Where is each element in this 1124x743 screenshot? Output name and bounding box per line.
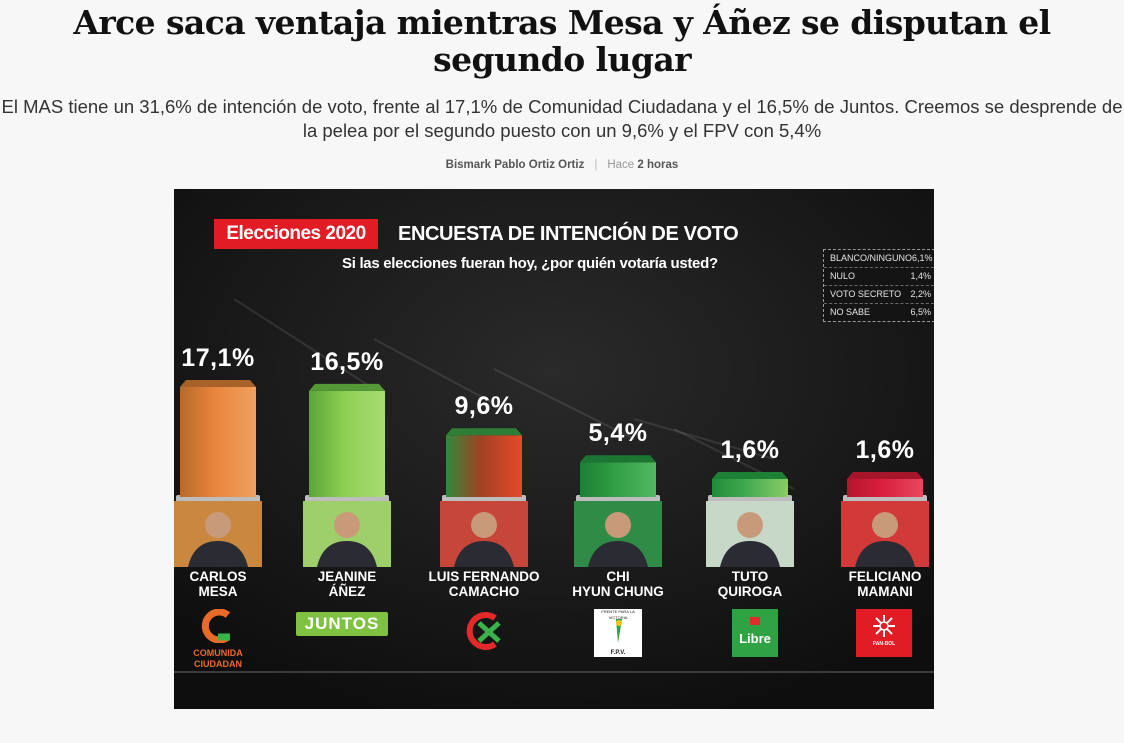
other-response-label: VOTO SECRETO <box>830 289 902 299</box>
light-ray <box>373 338 505 410</box>
other-response-row: NO SABE 6,5% <box>824 303 934 321</box>
bar-4 <box>712 479 788 497</box>
candidate-name: CHI HYUN CHUNG <box>553 569 683 599</box>
other-response-value: 2,2% <box>910 289 931 299</box>
party-name: PAN-BOL <box>872 641 896 647</box>
bar-top-5 <box>847 472 923 479</box>
bar-1 <box>309 390 385 497</box>
candidate-name-line: CARLOS <box>189 569 247 584</box>
other-response-label: NO SABE <box>830 307 871 317</box>
bar-value-label: 16,5% <box>310 347 384 376</box>
bar-top-3 <box>580 455 656 463</box>
candidate-name: LUIS FERNANDO CAMACHO <box>419 569 549 599</box>
candidate-photo <box>303 501 391 567</box>
bar-3 <box>580 462 656 497</box>
candidate-name-line: ÁÑEZ <box>328 584 366 599</box>
time-prefix: Hace <box>607 159 635 171</box>
candidate-name-line: CAMACHO <box>448 584 520 599</box>
bar-value-label: 17,1% <box>181 344 255 372</box>
party-abbr: F.P.V. <box>610 650 626 656</box>
other-response-value: 1,4% <box>910 271 931 281</box>
other-response-row: NULO 1,4% <box>824 267 934 285</box>
candidate-name: TUTO QUIROGA <box>685 569 815 599</box>
article-lede: El MAS tiene un 31,6% de intención de vo… <box>1 96 1123 141</box>
poll-infographic: Elecciones 2020 ENCUESTA DE INTENCIÓN DE… <box>174 189 934 709</box>
bar-value-label: 1,6% <box>720 436 780 464</box>
candidate-name-line: TUTO <box>731 569 769 584</box>
party-name: COMUNIDA CIUDADAN <box>193 648 243 669</box>
creemos-logo <box>459 609 509 653</box>
party-small-text: FRENTE PARA LA VICTORIA <box>601 609 635 620</box>
candidate-name: FELICIANO MAMANI <box>820 569 934 599</box>
candidate-photo <box>574 501 662 567</box>
elections-tag: Elecciones 2020 <box>214 219 378 249</box>
candidate-name-line: JEANINE <box>317 569 377 584</box>
bar-top-0 <box>180 380 256 387</box>
other-response-label: BLANCO/NINGUNO <box>830 253 913 263</box>
other-response-row: BLANCO/NINGUNO 6,1% <box>824 250 934 267</box>
byline-separator: | <box>594 159 598 171</box>
bar-0 <box>180 387 256 497</box>
light-ray <box>493 368 635 440</box>
candidate-name-line: CHI <box>606 569 630 584</box>
chart-subtitle: Si las elecciones fueran hoy, ¿por quién… <box>342 255 718 272</box>
chart-title: ENCUESTA DE INTENCIÓN DE VOTO <box>398 223 739 245</box>
bar-top-4 <box>712 472 788 479</box>
candidate-name-line: HYUN CHUNG <box>572 584 664 599</box>
juntos-logo: JUNTOS <box>296 612 388 636</box>
pan-bol-logo: PAN-BOL <box>856 609 912 657</box>
candidate-name-line: MAMANI <box>857 584 913 599</box>
candidate-name-line: QUIROGA <box>717 584 783 599</box>
author-link[interactable]: Bismark Pablo Ortiz Ortiz <box>445 159 585 171</box>
candidate-name-line: FELICIANO <box>848 569 922 584</box>
bar-top-2 <box>446 428 522 436</box>
candidate-name-line: LUIS FERNANDO <box>428 569 540 584</box>
candidate-photo <box>440 501 528 567</box>
libre-logo: Libre <box>732 609 778 657</box>
party-name: JUNTOS <box>296 612 388 636</box>
comunidad-ciudadana-logo: COMUNIDA CIUDADAN <box>182 608 254 669</box>
bar-value-label: 9,6% <box>454 392 514 421</box>
bar-value-label: 1,6% <box>855 436 915 464</box>
article-headline: Arce saca ventaja mientras Mesa y Áñez s… <box>73 3 1051 79</box>
other-response-label: NULO <box>830 271 856 281</box>
bar-2 <box>446 435 522 497</box>
candidate-name-line: MESA <box>198 584 238 599</box>
other-response-row: VOTO SECRETO 2,2% <box>824 285 934 303</box>
party-name: Libre <box>739 631 771 646</box>
candidate-photo <box>841 501 929 567</box>
bar-5 <box>847 479 923 497</box>
other-responses-legend: BLANCO/NINGUNO 6,1% NULO 1,4% VOTO SECRETO 2,… <box>823 249 934 322</box>
publish-time: 2 horas <box>637 159 679 171</box>
other-response-value: 6,1% <box>912 253 933 263</box>
candidate-photo <box>174 501 262 567</box>
fpv-logo: FRENTE PARA LA VICTORIA F.P.V. <box>594 609 642 657</box>
bar-top-1 <box>309 383 385 391</box>
light-ray <box>633 418 775 460</box>
other-response-value: 6,5% <box>910 307 931 317</box>
bar-value-label: 5,4% <box>588 419 648 448</box>
candidate-name: CARLOS MESA <box>174 569 283 599</box>
candidate-photo <box>706 501 794 567</box>
candidate-name: JEANINE ÁÑEZ <box>282 569 412 599</box>
light-ray <box>233 298 375 390</box>
byline: Bismark Pablo Ortiz Ortiz | Hace 2 horas <box>0 159 1124 171</box>
